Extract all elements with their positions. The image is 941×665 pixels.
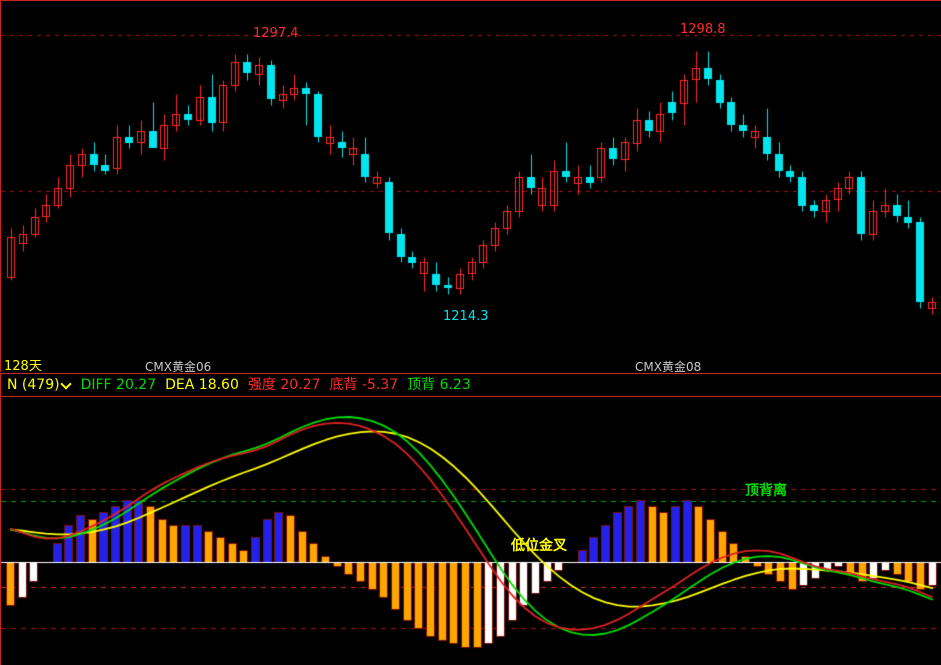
diff-value: 20.27 <box>116 377 157 393</box>
bottom-divergence-value: -5.37 <box>361 377 399 393</box>
bottom-divergence-readout: 底背 -5.37 <box>329 378 398 392</box>
annotation-top-divergence: 顶背离 <box>745 483 787 499</box>
dea-readout: DEA 18.60 <box>165 378 239 392</box>
price-high-label-1: 1297.4 <box>253 26 299 41</box>
price-pane[interactable]: 1297.4 1298.8 1214.3 CMX黄金06 CMX黄金08 128… <box>0 0 941 374</box>
period-label: 128天 <box>4 359 42 374</box>
dea-value: 18.60 <box>198 377 239 393</box>
chevron-down-icon[interactable] <box>61 379 72 390</box>
price-high-label-2: 1298.8 <box>680 22 726 37</box>
top-divergence-value: 6.23 <box>439 377 471 393</box>
contract-label-08: CMX黄金08 <box>635 360 702 374</box>
macd-pane[interactable]: 低位金叉 顶背离 <box>0 397 941 665</box>
price-low-label: 1214.3 <box>443 309 489 324</box>
macd-canvas[interactable] <box>1 397 941 665</box>
strength-readout: 强度 20.27 <box>248 378 321 392</box>
top-divergence-readout: 顶背 6.23 <box>407 378 471 392</box>
candlestick-canvas[interactable] <box>1 1 941 373</box>
top-divergence-label: 顶背 <box>407 377 436 393</box>
contract-label-06: CMX黄金06 <box>145 360 212 374</box>
macd-period-selector[interactable]: N (479) <box>7 378 72 392</box>
diff-label: DIFF <box>80 377 112 393</box>
macd-period-label: N (479) <box>7 377 60 393</box>
strength-value: 20.27 <box>280 377 321 393</box>
annotation-low-golden-cross: 低位金叉 <box>511 538 567 554</box>
diff-readout: DIFF 20.27 <box>81 378 157 392</box>
dea-label: DEA <box>165 377 195 393</box>
strength-label: 强度 <box>247 377 276 393</box>
macd-indicator-header[interactable]: N (479) DIFF 20.27 DEA 18.60 强度 20.27 底背… <box>0 373 941 397</box>
bottom-divergence-label: 底背 <box>329 377 358 393</box>
